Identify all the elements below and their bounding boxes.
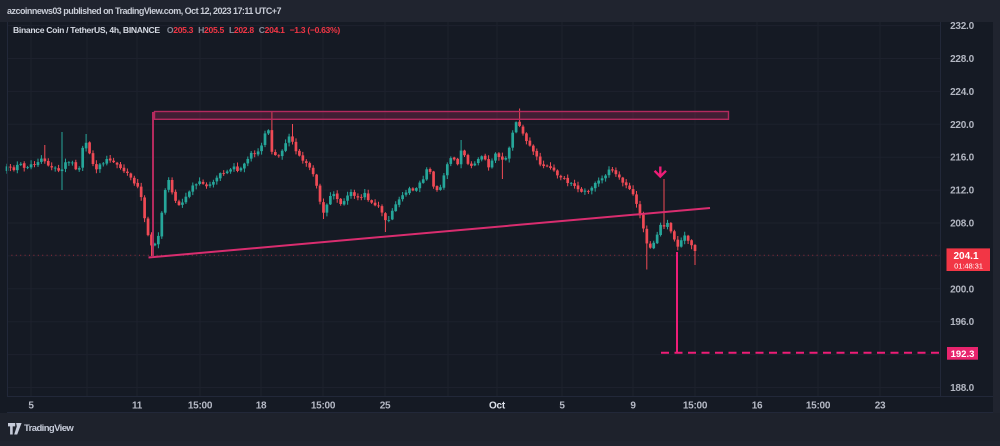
svg-text:188.0: 188.0 <box>950 383 974 394</box>
svg-text:196.0: 196.0 <box>950 317 974 328</box>
svg-text:224.0: 224.0 <box>950 87 974 98</box>
svg-text:23: 23 <box>875 401 886 412</box>
svg-text:11: 11 <box>132 401 143 412</box>
svg-text:192.3: 192.3 <box>951 349 975 360</box>
svg-text:200.0: 200.0 <box>950 284 974 295</box>
svg-text:216.0: 216.0 <box>950 153 974 164</box>
svg-text:5: 5 <box>28 401 34 412</box>
svg-text:01:48:31: 01:48:31 <box>954 262 983 271</box>
svg-text:204.1: 204.1 <box>953 251 978 262</box>
svg-text:15:00: 15:00 <box>311 401 336 412</box>
svg-text:220.0: 220.0 <box>950 120 974 131</box>
svg-text:18: 18 <box>256 401 267 412</box>
svg-text:232.0: 232.0 <box>950 21 974 32</box>
svg-text:212.0: 212.0 <box>950 186 974 197</box>
svg-text:15:00: 15:00 <box>188 401 213 412</box>
svg-text:Oct: Oct <box>489 401 506 412</box>
svg-text:228.0: 228.0 <box>950 54 974 65</box>
svg-text:208.0: 208.0 <box>950 219 974 230</box>
svg-text:25: 25 <box>380 401 391 412</box>
svg-text:15:00: 15:00 <box>806 401 831 412</box>
svg-text:9: 9 <box>630 401 636 412</box>
svg-text:16: 16 <box>752 401 763 412</box>
svg-text:5: 5 <box>559 401 565 412</box>
svg-text:15:00: 15:00 <box>683 401 708 412</box>
